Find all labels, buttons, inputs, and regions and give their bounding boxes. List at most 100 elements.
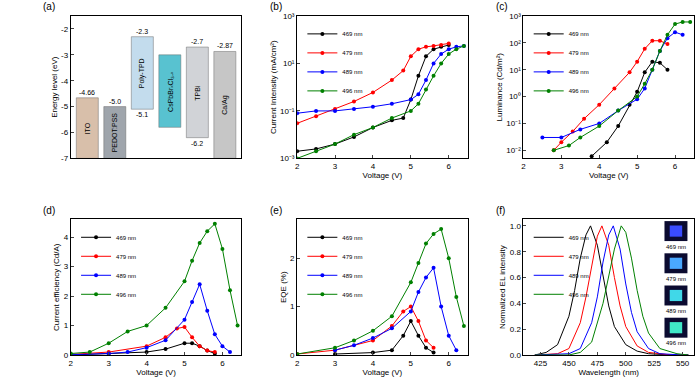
svg-text:Voltage (V): Voltage (V) [363, 368, 403, 377]
svg-text:6: 6 [447, 359, 452, 368]
svg-text:0.4: 0.4 [510, 299, 522, 308]
svg-text:10⁰: 10⁰ [509, 92, 521, 101]
svg-text:0.0: 0.0 [510, 351, 522, 360]
svg-text:(e): (e) [270, 205, 282, 216]
svg-text:10³: 10³ [283, 12, 295, 21]
svg-text:(d): (d) [43, 205, 55, 216]
svg-text:469 nm: 469 nm [569, 31, 589, 37]
svg-text:6: 6 [673, 162, 678, 171]
svg-text:479 nm: 479 nm [569, 254, 589, 260]
svg-text:0.2: 0.2 [510, 325, 522, 334]
svg-text:2: 2 [290, 254, 295, 263]
svg-text:489 nm: 489 nm [116, 273, 136, 279]
svg-text:Normalized EL intensity: Normalized EL intensity [498, 245, 507, 329]
svg-text:489 nm: 489 nm [569, 69, 589, 75]
svg-text:469 nm: 469 nm [116, 235, 136, 241]
svg-text:496 nm: 496 nm [342, 292, 362, 298]
svg-text:10²: 10² [509, 39, 521, 48]
svg-text:5: 5 [409, 359, 414, 368]
svg-text:0.6: 0.6 [510, 273, 522, 282]
svg-text:0: 0 [290, 351, 295, 360]
svg-text:Luminance (Cd/m²): Luminance (Cd/m²) [495, 53, 504, 122]
svg-text:ITO: ITO [84, 122, 91, 134]
svg-text:0: 0 [64, 351, 69, 360]
svg-text:(f): (f) [496, 205, 505, 216]
svg-text:500: 500 [619, 359, 633, 368]
svg-text:-2.3: -2.3 [136, 28, 148, 35]
svg-text:489 nm: 489 nm [342, 273, 362, 279]
svg-text:-6: -6 [61, 128, 69, 137]
svg-text:496 nm: 496 nm [666, 340, 686, 346]
svg-text:496 nm: 496 nm [569, 88, 589, 94]
svg-text:5: 5 [182, 359, 187, 368]
svg-text:(b): (b) [270, 1, 282, 12]
svg-text:10³: 10³ [509, 12, 521, 21]
svg-text:525: 525 [648, 359, 662, 368]
svg-text:10¹: 10¹ [509, 66, 521, 75]
svg-text:550: 550 [676, 359, 690, 368]
svg-text:-4.66: -4.66 [79, 89, 95, 96]
svg-text:479 nm: 479 nm [342, 254, 362, 260]
svg-text:425: 425 [534, 359, 548, 368]
svg-text:3: 3 [333, 162, 338, 171]
svg-text:-6.2: -6.2 [191, 140, 203, 147]
svg-text:TPBi: TPBi [194, 85, 201, 101]
svg-text:2: 2 [295, 359, 300, 368]
svg-text:Wavelength (nm): Wavelength (nm) [578, 368, 639, 377]
svg-text:Poly-TPD: Poly-TPD [138, 58, 146, 88]
svg-text:4: 4 [597, 162, 602, 171]
svg-text:PEDOT:PSS: PEDOT:PSS [111, 113, 118, 153]
svg-text:475: 475 [591, 359, 605, 368]
svg-text:479 nm: 479 nm [342, 50, 362, 56]
svg-text:10⁻³: 10⁻³ [280, 154, 295, 163]
svg-text:0.8: 0.8 [510, 247, 522, 256]
svg-text:10¹: 10¹ [283, 59, 295, 68]
svg-text:5: 5 [635, 162, 640, 171]
svg-text:450: 450 [562, 359, 576, 368]
svg-text:469 nm: 469 nm [342, 235, 362, 241]
svg-text:4: 4 [64, 233, 69, 242]
svg-text:Voltage (V): Voltage (V) [136, 368, 176, 377]
svg-text:-4: -4 [61, 77, 69, 86]
svg-text:4: 4 [371, 162, 376, 171]
svg-text:479 nm: 479 nm [666, 276, 686, 282]
svg-text:4: 4 [371, 359, 376, 368]
svg-text:Current efficiency (Cd/A): Current efficiency (Cd/A) [52, 243, 61, 331]
svg-text:1: 1 [290, 302, 295, 311]
svg-text:-5.0: -5.0 [109, 98, 121, 105]
svg-text:6: 6 [447, 162, 452, 171]
svg-text:3: 3 [333, 359, 338, 368]
svg-text:4: 4 [144, 359, 149, 368]
svg-text:3: 3 [106, 359, 111, 368]
svg-text:-5: -5 [61, 102, 69, 111]
svg-text:-7: -7 [61, 154, 69, 163]
svg-text:10⁻¹: 10⁻¹ [506, 119, 521, 128]
svg-text:5: 5 [409, 162, 414, 171]
svg-text:2: 2 [64, 292, 69, 301]
svg-text:-2.87: -2.87 [217, 42, 233, 49]
svg-text:-3: -3 [61, 51, 69, 60]
svg-text:3: 3 [64, 262, 69, 271]
svg-text:Energy level (eV): Energy level (eV) [50, 56, 59, 118]
svg-text:496 nm: 496 nm [116, 292, 136, 298]
svg-text:489 nm: 489 nm [342, 69, 362, 75]
svg-text:EQE (%): EQE (%) [279, 271, 288, 303]
svg-text:496 nm: 496 nm [342, 88, 362, 94]
svg-text:Voltage (V): Voltage (V) [589, 171, 629, 180]
svg-text:Voltage (V): Voltage (V) [363, 171, 403, 180]
svg-text:1: 1 [64, 321, 69, 330]
svg-text:1.0: 1.0 [510, 222, 522, 231]
svg-text:-2.7: -2.7 [191, 38, 203, 45]
svg-text:479 nm: 479 nm [569, 50, 589, 56]
svg-text:Ca/Ag: Ca/Ag [221, 95, 229, 115]
svg-text:CsPbBrₓCl₃₋ₓ: CsPbBrₓCl₃₋ₓ [167, 71, 174, 112]
svg-text:469 nm: 469 nm [666, 244, 686, 250]
svg-text:2: 2 [69, 359, 74, 368]
svg-text:479 nm: 479 nm [116, 254, 136, 260]
svg-text:-2: -2 [61, 25, 69, 34]
svg-text:6: 6 [220, 359, 225, 368]
svg-text:10⁻²: 10⁻² [506, 146, 521, 155]
svg-text:489 nm: 489 nm [569, 273, 589, 279]
svg-text:469 nm: 469 nm [342, 31, 362, 37]
svg-text:10⁻¹: 10⁻¹ [280, 107, 295, 116]
